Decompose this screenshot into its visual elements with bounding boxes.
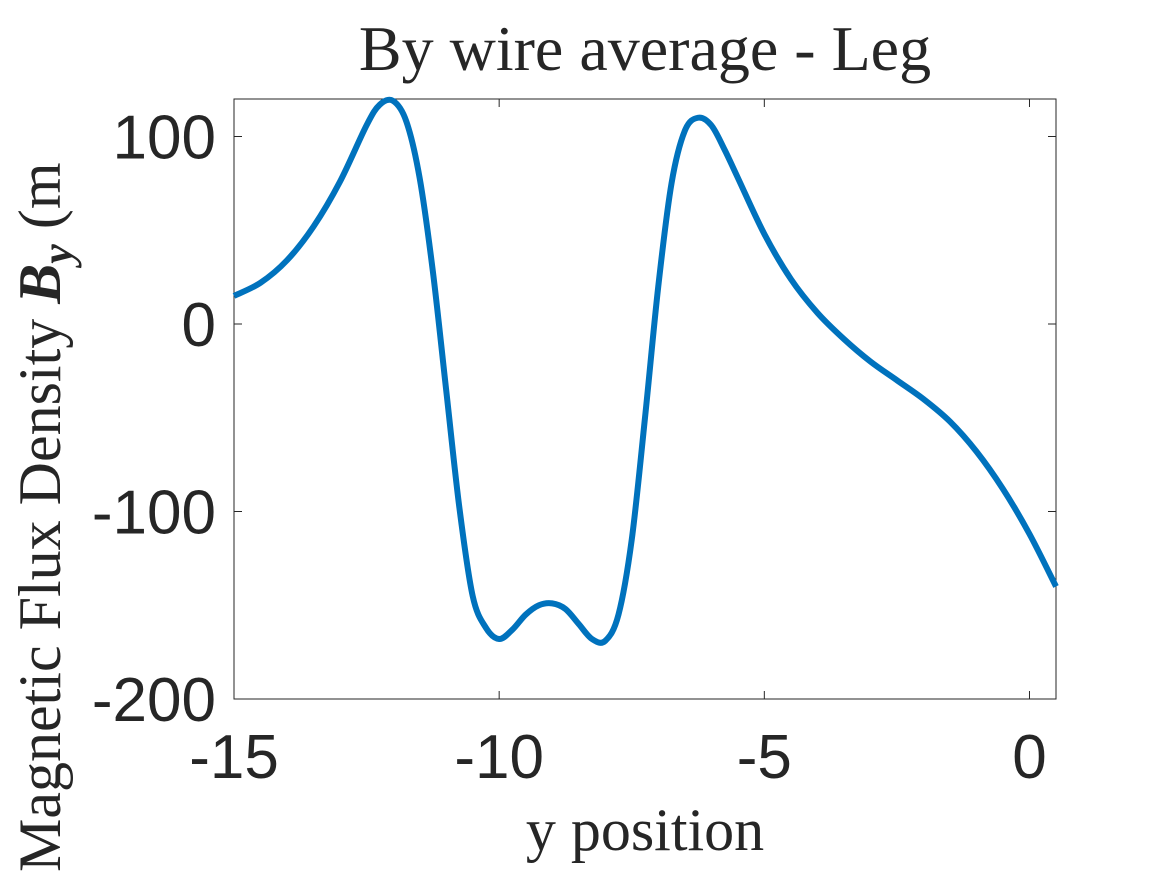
y-axis-title-symbol: B — [7, 264, 73, 305]
data-layer — [232, 96, 1059, 646]
y-tick-label: 0 — [182, 291, 216, 360]
y-axis-title-subscript: y — [33, 244, 82, 269]
plot-area-frame — [233, 98, 1057, 700]
x-tick-label: -10 — [454, 723, 544, 792]
x-tick-label: -5 — [737, 723, 792, 792]
y-tick-label: -100 — [92, 479, 216, 548]
series-line-0 — [232, 96, 1059, 646]
x-axis-title: y position — [526, 797, 764, 863]
chart-title: By wire average - Leg — [359, 13, 931, 84]
y-axis-title: Magnetic Flux Density By (m — [7, 163, 82, 873]
y-tick-label: -200 — [92, 666, 216, 735]
x-tick-label: -15 — [189, 723, 279, 792]
y-tick-label: 100 — [113, 104, 216, 173]
y-axis-title-prefix: Magnetic Flux Density — [7, 304, 73, 872]
y-axis-title-suffix: (m — [7, 163, 73, 245]
x-tick-label: 0 — [1012, 723, 1046, 792]
ticks-layer: -15 -10 -5 0 -200 -100 0 100 — [92, 99, 1056, 792]
